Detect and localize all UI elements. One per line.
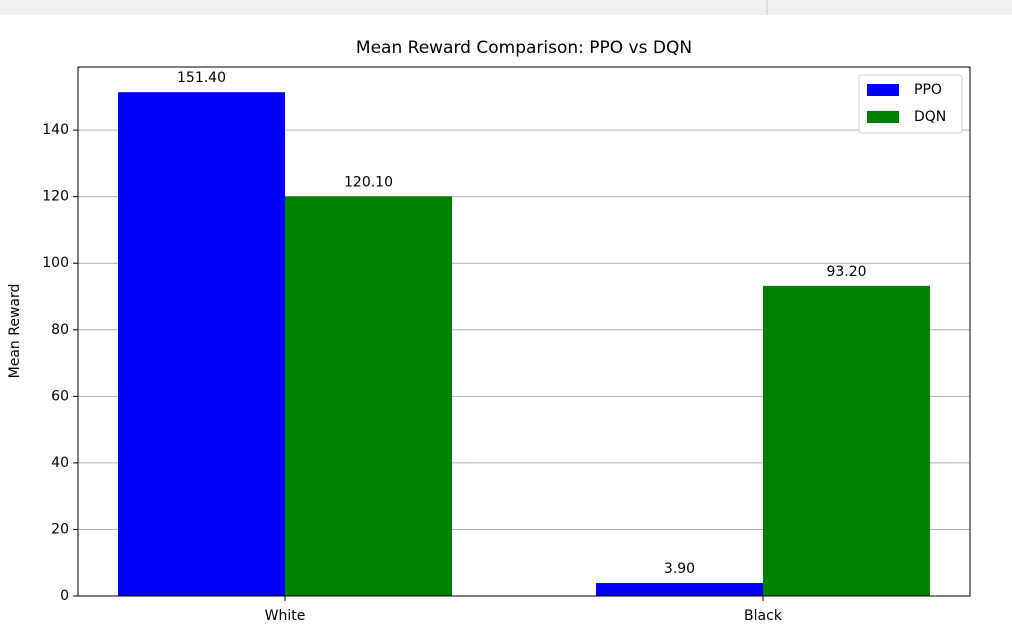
value-label: 120.10 xyxy=(344,174,393,190)
value-label: 151.40 xyxy=(177,70,226,86)
y-tick-label: 140 xyxy=(42,122,69,138)
legend-label: DQN xyxy=(914,109,946,125)
bar xyxy=(596,583,763,596)
y-tick-label: 100 xyxy=(42,255,69,271)
x-tick-label: White xyxy=(265,608,306,624)
plot-frame xyxy=(77,66,971,597)
chart-title: Mean Reward Comparison: PPO vs DQN xyxy=(356,38,692,58)
value-label: 93.20 xyxy=(826,264,866,280)
toolbar-strip xyxy=(0,0,1012,15)
y-tick-label: 120 xyxy=(42,189,69,205)
bar xyxy=(763,285,930,596)
legend-label: PPO xyxy=(914,82,942,98)
y-tick-label: 60 xyxy=(51,388,69,404)
y-tick-label: 20 xyxy=(51,521,69,537)
value-label: 3.90 xyxy=(664,561,695,577)
y-tick-label: 40 xyxy=(51,455,69,471)
legend-box xyxy=(858,74,963,134)
bar xyxy=(285,196,452,596)
bar xyxy=(118,92,285,596)
legend-swatch xyxy=(867,84,899,96)
y-axis-label: Mean Reward xyxy=(7,284,23,379)
y-tick-label: 0 xyxy=(60,588,69,604)
x-tick-label: Black xyxy=(744,608,783,624)
y-tick-label: 80 xyxy=(51,322,69,338)
legend-swatch xyxy=(867,111,899,123)
